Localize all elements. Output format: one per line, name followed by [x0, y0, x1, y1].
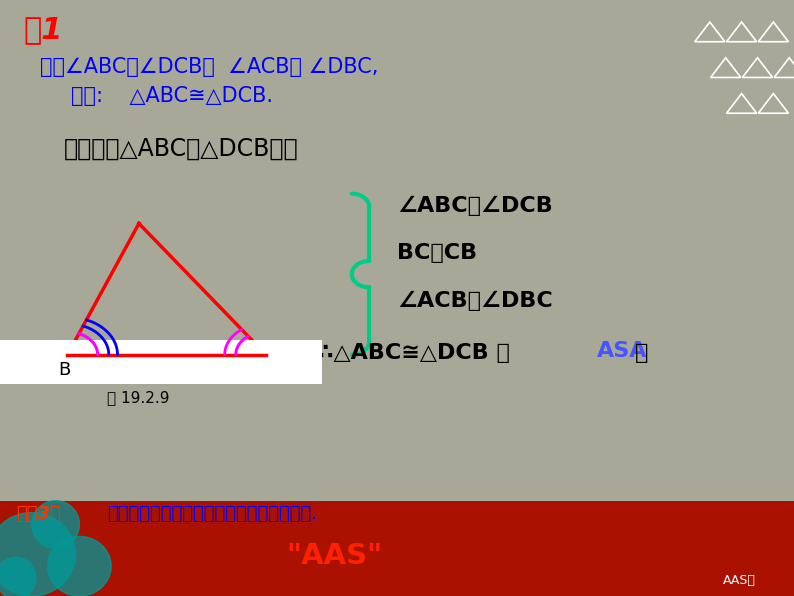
Polygon shape	[0, 513, 75, 596]
Polygon shape	[0, 557, 36, 596]
Text: ASA: ASA	[597, 341, 648, 361]
Text: AAS？: AAS？	[723, 574, 755, 587]
Text: 判定3：: 判定3：	[16, 505, 60, 523]
Text: 例1: 例1	[24, 15, 64, 44]
Polygon shape	[48, 536, 111, 596]
Bar	[0, 340, 322, 384]
Text: B: B	[58, 361, 70, 378]
Text: ∠ABC＝∠DCB: ∠ABC＝∠DCB	[397, 195, 553, 216]
Text: ）: ）	[635, 343, 649, 363]
Text: 求证:    △ABC≅△DCB.: 求证: △ABC≅△DCB.	[71, 86, 273, 107]
Text: ∠ACB＝∠DBC: ∠ACB＝∠DBC	[397, 291, 553, 311]
Text: BC＝CB: BC＝CB	[397, 243, 477, 263]
Polygon shape	[32, 501, 79, 548]
Text: ∴△ABC≅△DCB （: ∴△ABC≅△DCB （	[318, 343, 517, 363]
Text: 已知∠ABC＝∠DCB，  ∠ACB＝ ∠DBC,: 已知∠ABC＝∠DCB， ∠ACB＝ ∠DBC,	[40, 57, 378, 77]
Text: 图 19.2.9: 图 19.2.9	[107, 390, 170, 405]
Text: 证明：在△ABC和△DCB中，: 证明：在△ABC和△DCB中，	[64, 137, 298, 161]
Text: "AAS": "AAS"	[286, 542, 382, 570]
Text: 两角和它们的夹边对应相等两个三角形全等.: 两角和它们的夹边对应相等两个三角形全等.	[107, 505, 317, 523]
Bar	[0, 501, 794, 596]
